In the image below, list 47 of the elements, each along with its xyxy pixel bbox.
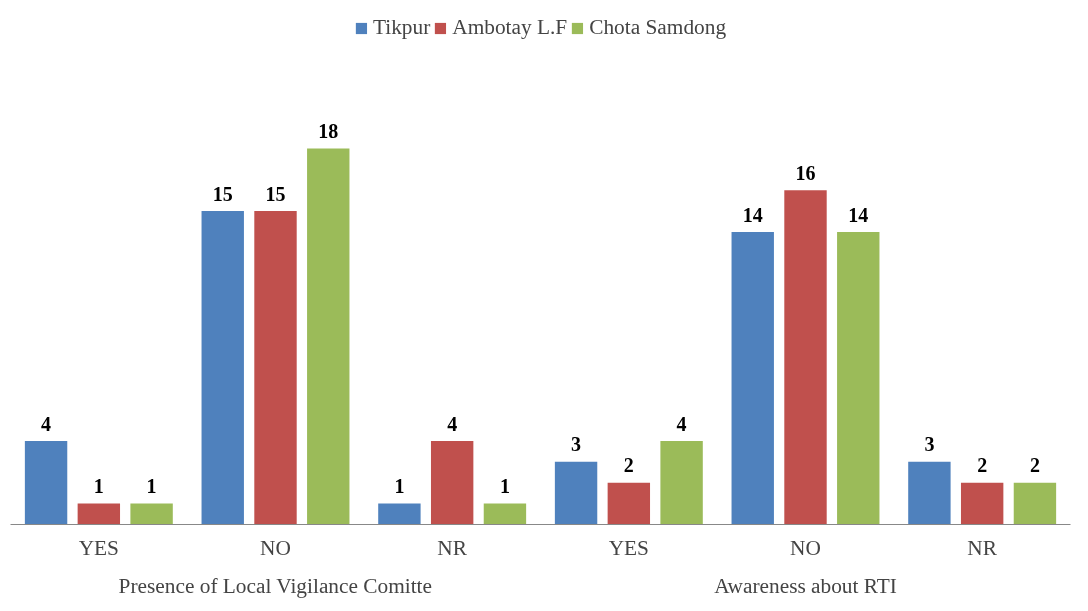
data-label: 16 — [795, 161, 816, 184]
data-label: 18 — [318, 120, 339, 143]
bar — [731, 231, 774, 525]
bar — [1013, 482, 1057, 525]
bar — [254, 211, 297, 525]
bar — [607, 482, 651, 525]
bar — [77, 503, 121, 525]
legend-label: Tikpur — [372, 15, 431, 40]
data-label: 4 — [447, 412, 458, 435]
legend-label: Chota Samdong — [589, 15, 727, 40]
data-label: 1 — [499, 475, 510, 498]
bar — [660, 440, 703, 525]
x-tick-label: NR — [967, 535, 998, 560]
data-label: 4 — [41, 412, 52, 435]
data-label: 15 — [265, 182, 286, 205]
bar — [554, 461, 598, 525]
data-label: 1 — [93, 475, 104, 498]
data-label: 4 — [676, 412, 687, 435]
data-label: 2 — [977, 454, 988, 477]
bar — [784, 190, 827, 525]
bar — [378, 503, 421, 525]
data-label: 15 — [212, 182, 233, 205]
data-label: 14 — [742, 203, 763, 226]
x-tick-label: NO — [260, 535, 291, 560]
bar — [908, 461, 951, 525]
data-label: 3 — [924, 433, 935, 456]
x-tick-label: NR — [437, 535, 468, 560]
x-tick-label: YES — [78, 535, 119, 560]
text: Awareness about RTI — [714, 573, 897, 598]
bar — [483, 503, 527, 525]
data-label: 1 — [394, 475, 405, 498]
bar — [430, 440, 474, 525]
text: Presence of Local Vigilance Comitte — [118, 573, 433, 598]
bar — [24, 440, 68, 525]
bar — [201, 211, 244, 525]
bar — [130, 503, 173, 525]
legend-label: Ambotay L.F — [452, 15, 568, 40]
bar — [960, 482, 1004, 525]
data-label: 2 — [623, 454, 634, 477]
bar — [837, 231, 880, 525]
bar — [307, 148, 350, 525]
x-tick-label: NO — [790, 535, 821, 560]
data-label: 14 — [848, 203, 869, 226]
x-tick-label: YES — [608, 535, 649, 560]
data-label: 2 — [1029, 454, 1040, 477]
data-label: 3 — [571, 433, 582, 456]
data-label: 1 — [146, 475, 157, 498]
